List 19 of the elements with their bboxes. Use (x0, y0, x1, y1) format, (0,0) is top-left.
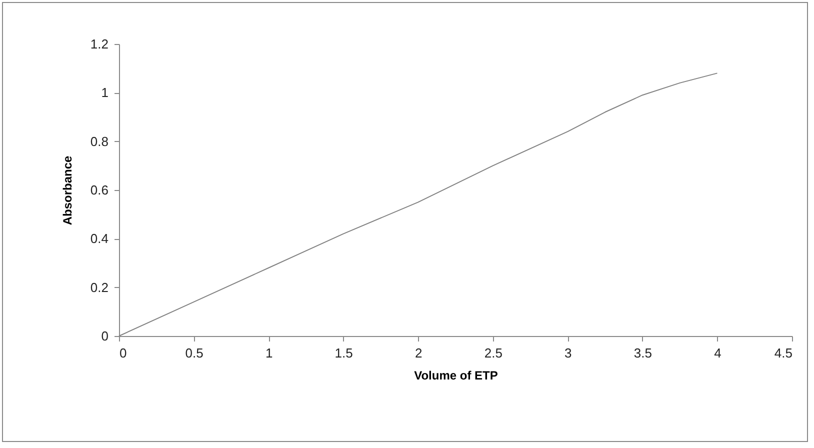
x-tick-label: 1 (265, 346, 273, 360)
y-tick-label: 0.8 (90, 134, 108, 149)
y-tick-label: 0.6 (90, 182, 108, 198)
y-tick-label: 0.2 (90, 280, 108, 295)
y-axis-title: Absorbance (60, 156, 74, 226)
x-axis-title: Volume of ETP (414, 368, 498, 382)
y-tick-label: 0.4 (90, 231, 108, 246)
y-tick-label: 1.2 (90, 36, 108, 52)
x-tick-label: 2 (414, 346, 422, 360)
x-tick-label: 3 (564, 346, 572, 360)
x-tick-label: 4.5 (774, 346, 792, 360)
x-tick-label: 0.5 (185, 346, 204, 360)
x-tick-label: 3.5 (634, 346, 652, 360)
x-tick-label: 0 (120, 346, 127, 360)
x-tick-label: 2.5 (484, 346, 502, 360)
y-tick-label: 0 (101, 328, 108, 344)
x-tick-label: 4 (714, 346, 722, 360)
x-tick-label: 1.5 (334, 346, 353, 360)
y-tick-label: 1 (101, 85, 108, 100)
